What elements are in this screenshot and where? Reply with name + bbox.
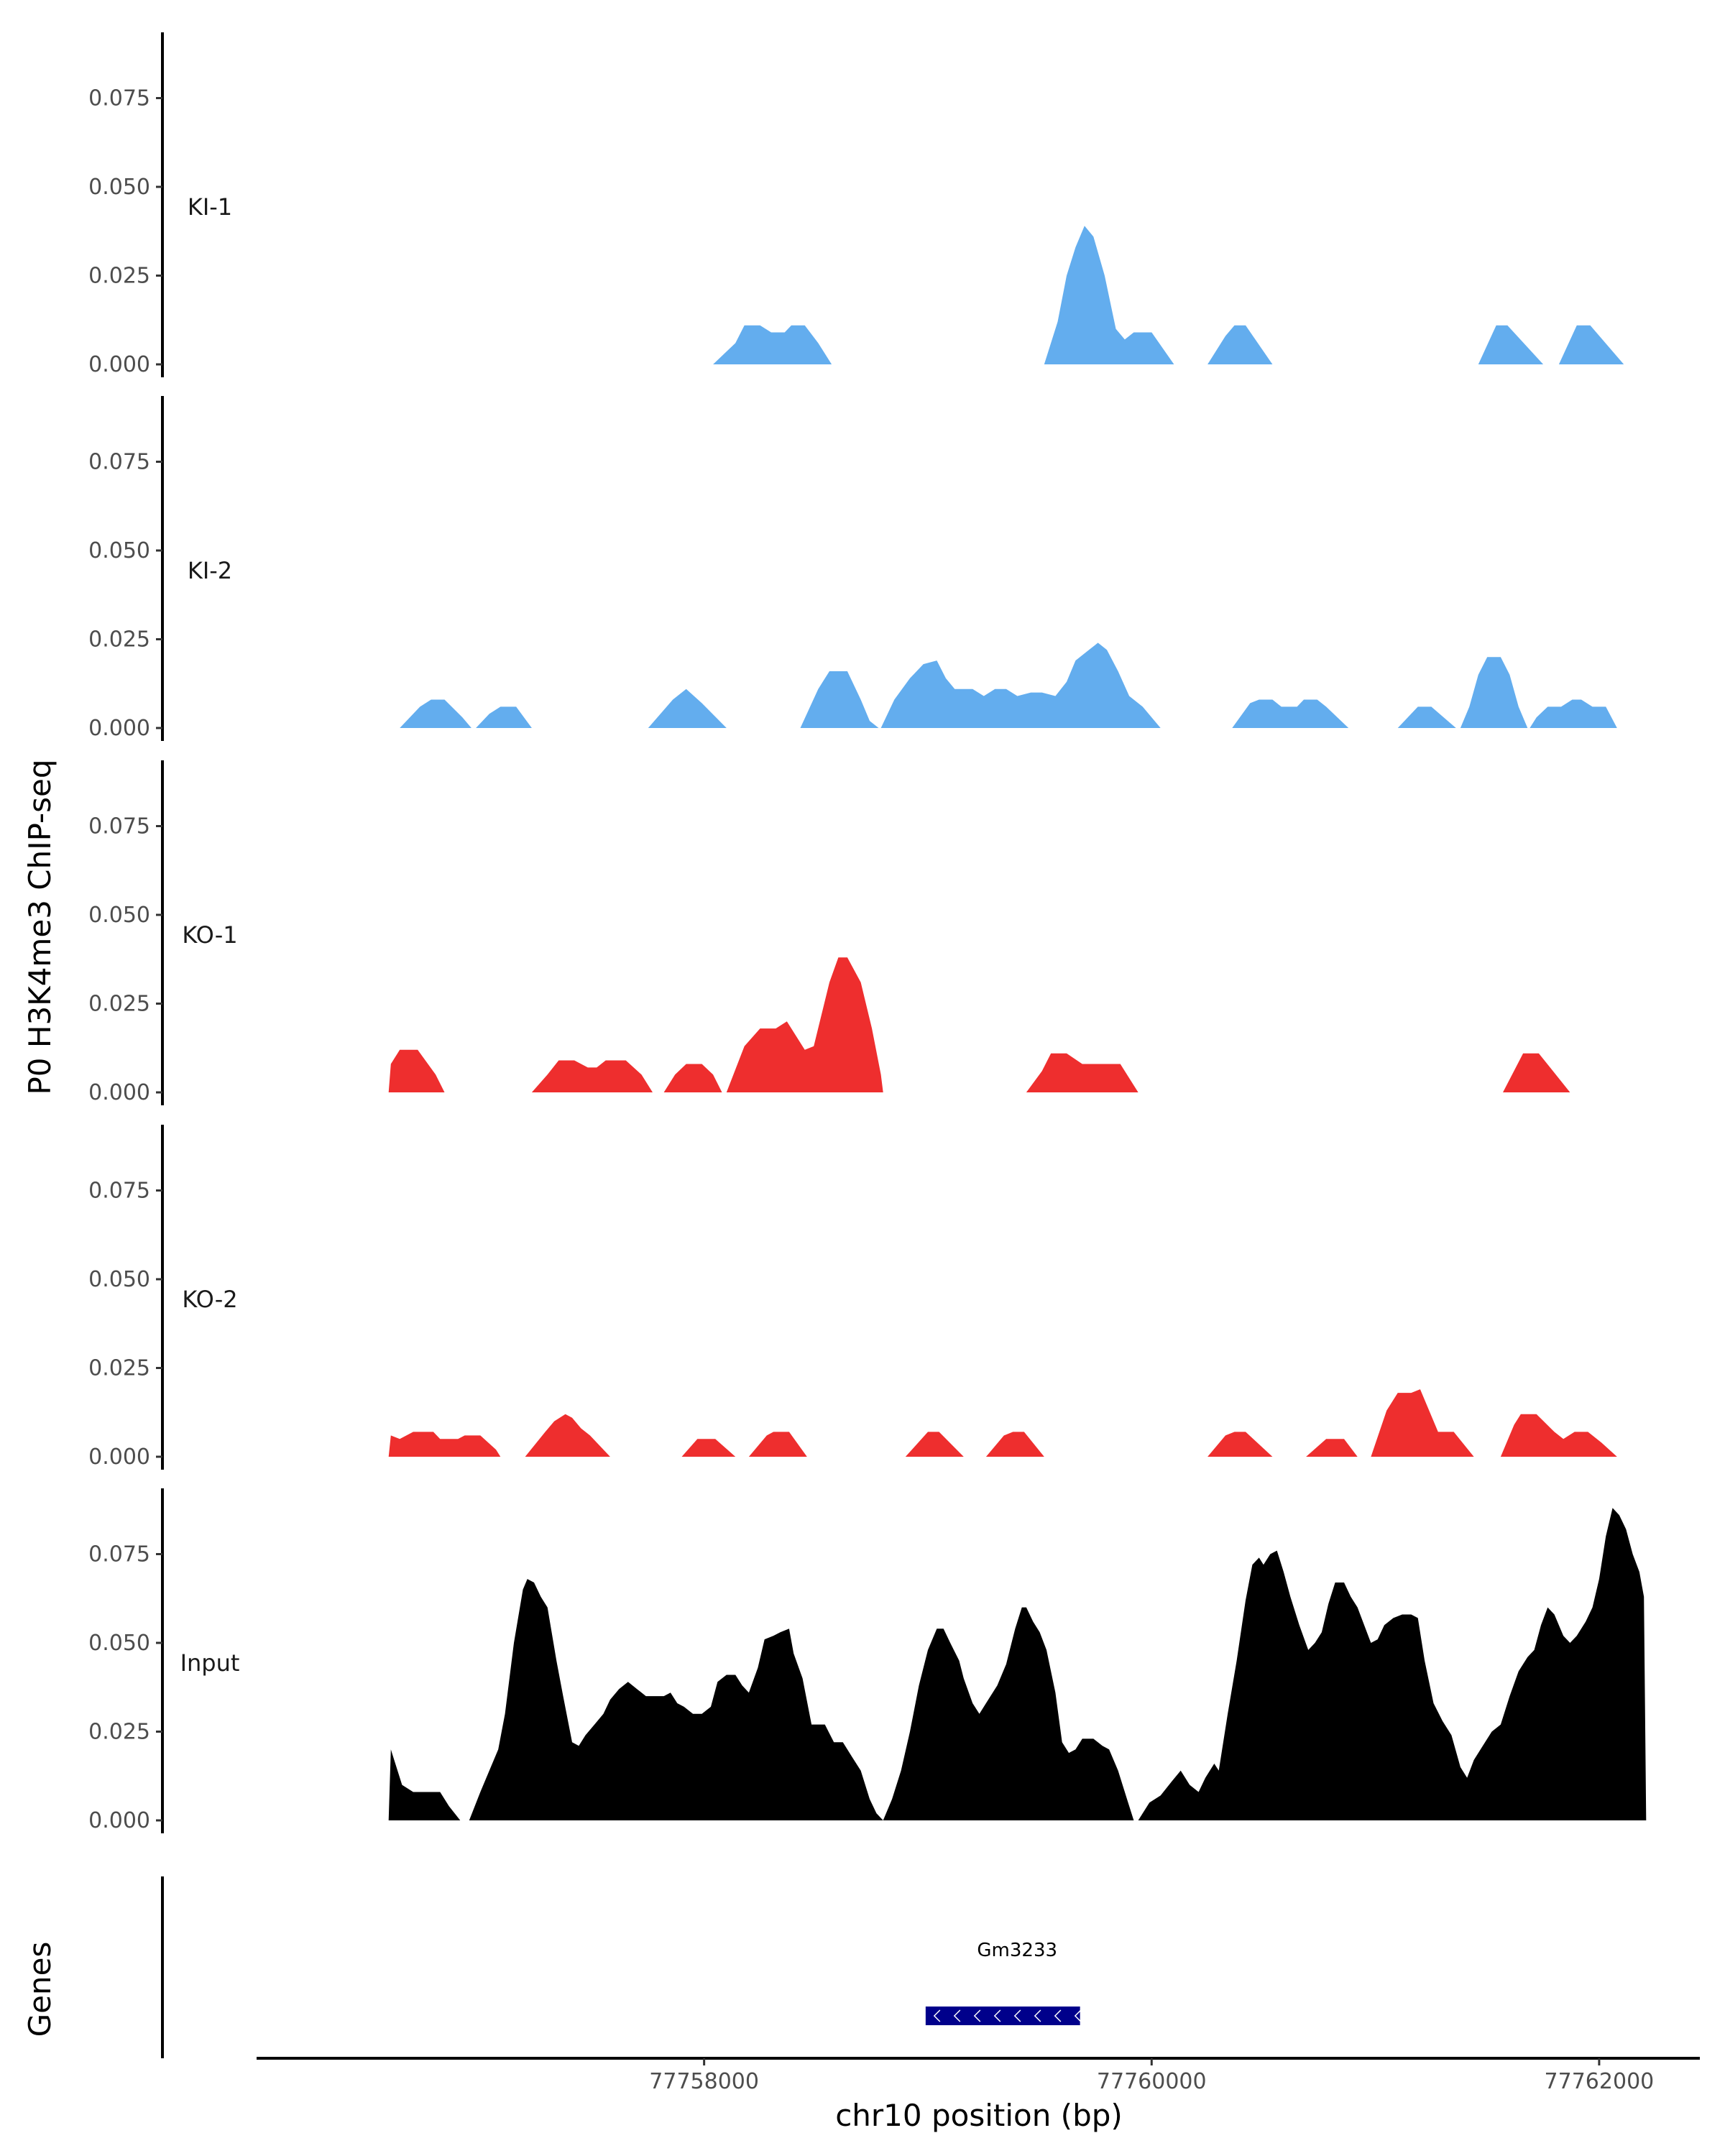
signal-area bbox=[1397, 706, 1456, 728]
signal-area bbox=[905, 1432, 964, 1457]
signal-area bbox=[726, 957, 883, 1092]
track-label: KI-2 bbox=[188, 557, 232, 584]
signal-area bbox=[1232, 699, 1349, 728]
y-tick-label: 0.000 bbox=[88, 1445, 150, 1470]
signal-area bbox=[713, 325, 832, 364]
track-input-panel: 0.000 0.025 0.050 0.075 Input bbox=[88, 1488, 1647, 1833]
y-tick-label: 0.050 bbox=[88, 1631, 150, 1656]
y-tick-label: 0.075 bbox=[88, 450, 150, 475]
signal-area bbox=[388, 1049, 445, 1092]
signal-area bbox=[880, 642, 1161, 728]
track-ko-1-panel: 0.000 0.025 0.050 0.075 KO-1 bbox=[88, 760, 1570, 1105]
y-tick-label: 0.025 bbox=[88, 264, 150, 289]
signal-area bbox=[388, 1749, 461, 1820]
chipseq-tracks: 0.0000.0250.0500.075KI-10.0000.0250.0500… bbox=[88, 32, 1647, 1833]
signal-area bbox=[1306, 1439, 1358, 1457]
gene-track: Gm3233 bbox=[161, 1876, 1082, 2058]
signal-area bbox=[1500, 1414, 1617, 1457]
signal-area bbox=[883, 1607, 1134, 1820]
signal-area bbox=[1503, 1053, 1570, 1092]
x-tick-label: 77762000 bbox=[1545, 2069, 1655, 2094]
y-tick-label: 0.025 bbox=[88, 627, 150, 653]
y-tick-label: 0.025 bbox=[88, 992, 150, 1017]
signal-area bbox=[1371, 1389, 1474, 1457]
track-ko-2-panel: 0.000 0.025 0.050 0.075 KO-2 bbox=[88, 1125, 1617, 1470]
y-tick-label: 0.050 bbox=[88, 175, 150, 200]
signal-area bbox=[1026, 1053, 1138, 1092]
track-ki-1-panel: 0.000 0.025 0.050 0.075 KI-1 bbox=[88, 32, 1624, 377]
strand-arrow bbox=[1074, 2009, 1082, 2022]
y-tick-label: 0.075 bbox=[88, 1542, 150, 1567]
signal-area bbox=[400, 699, 472, 728]
y-tick-label: 0.050 bbox=[88, 1267, 150, 1292]
signal-area bbox=[748, 1432, 807, 1457]
strand-arrow bbox=[993, 2009, 1001, 2022]
gene-label: Gm3233 bbox=[977, 1940, 1057, 1961]
signal-area bbox=[681, 1439, 736, 1457]
y-tick-label: 0.025 bbox=[88, 1356, 150, 1381]
y-tick-label: 0.075 bbox=[88, 1179, 150, 1204]
genes-axis-title: Genes bbox=[22, 1942, 58, 2037]
strand-arrow bbox=[973, 2009, 981, 2022]
signal-area bbox=[1530, 699, 1617, 728]
signal-area bbox=[800, 671, 879, 728]
signal-area bbox=[663, 1064, 722, 1092]
signal-area bbox=[648, 688, 727, 728]
strand-arrow bbox=[1034, 2009, 1041, 2022]
signal-area bbox=[1138, 1508, 1647, 1820]
signal-area bbox=[531, 1060, 653, 1092]
signal-area bbox=[1208, 1432, 1273, 1457]
signal-area bbox=[1558, 325, 1624, 364]
track-label: KO-2 bbox=[182, 1286, 237, 1313]
x-tick-label: 77758000 bbox=[649, 2069, 759, 2094]
y-tick-label: 0.000 bbox=[88, 1808, 150, 1833]
y-tick-label: 0.000 bbox=[88, 352, 150, 377]
y-tick-label: 0.050 bbox=[88, 903, 150, 928]
y-tick-label: 0.000 bbox=[88, 1080, 150, 1105]
strand-arrow bbox=[1054, 2009, 1062, 2022]
y-tick-label: 0.050 bbox=[88, 538, 150, 563]
strand-arrow bbox=[933, 2009, 941, 2022]
track-label: Input bbox=[180, 1649, 240, 1677]
signal-area bbox=[1044, 226, 1174, 364]
y-axis-title: P0 H3K4me3 ChIP-seq bbox=[22, 759, 58, 1095]
signal-area bbox=[985, 1432, 1044, 1457]
y-tick-label: 0.000 bbox=[88, 716, 150, 741]
signal-area bbox=[1460, 657, 1528, 728]
track-label: KO-1 bbox=[182, 921, 237, 949]
y-tick-label: 0.075 bbox=[88, 86, 150, 111]
track-label: KI-1 bbox=[188, 193, 232, 221]
x-axis: 77758000 77760000 77762000 bbox=[257, 2057, 1700, 2094]
gene-body bbox=[925, 2007, 1080, 2025]
y-tick-label: 0.075 bbox=[88, 814, 150, 839]
track-ki-2-panel: 0.000 0.025 0.050 0.075 KI-2 bbox=[88, 396, 1617, 741]
signal-area bbox=[525, 1414, 610, 1457]
signal-area bbox=[1478, 325, 1544, 364]
strand-arrow bbox=[953, 2009, 961, 2022]
x-axis-title: chr10 position (bp) bbox=[835, 2098, 1123, 2133]
signal-area bbox=[388, 1432, 501, 1457]
signal-area bbox=[476, 706, 532, 728]
signal-area bbox=[1208, 325, 1273, 364]
signal-area bbox=[469, 1579, 883, 1820]
y-tick-label: 0.025 bbox=[88, 1720, 150, 1745]
x-tick-label: 77760000 bbox=[1097, 2069, 1207, 2094]
strand-arrow bbox=[1013, 2009, 1021, 2022]
